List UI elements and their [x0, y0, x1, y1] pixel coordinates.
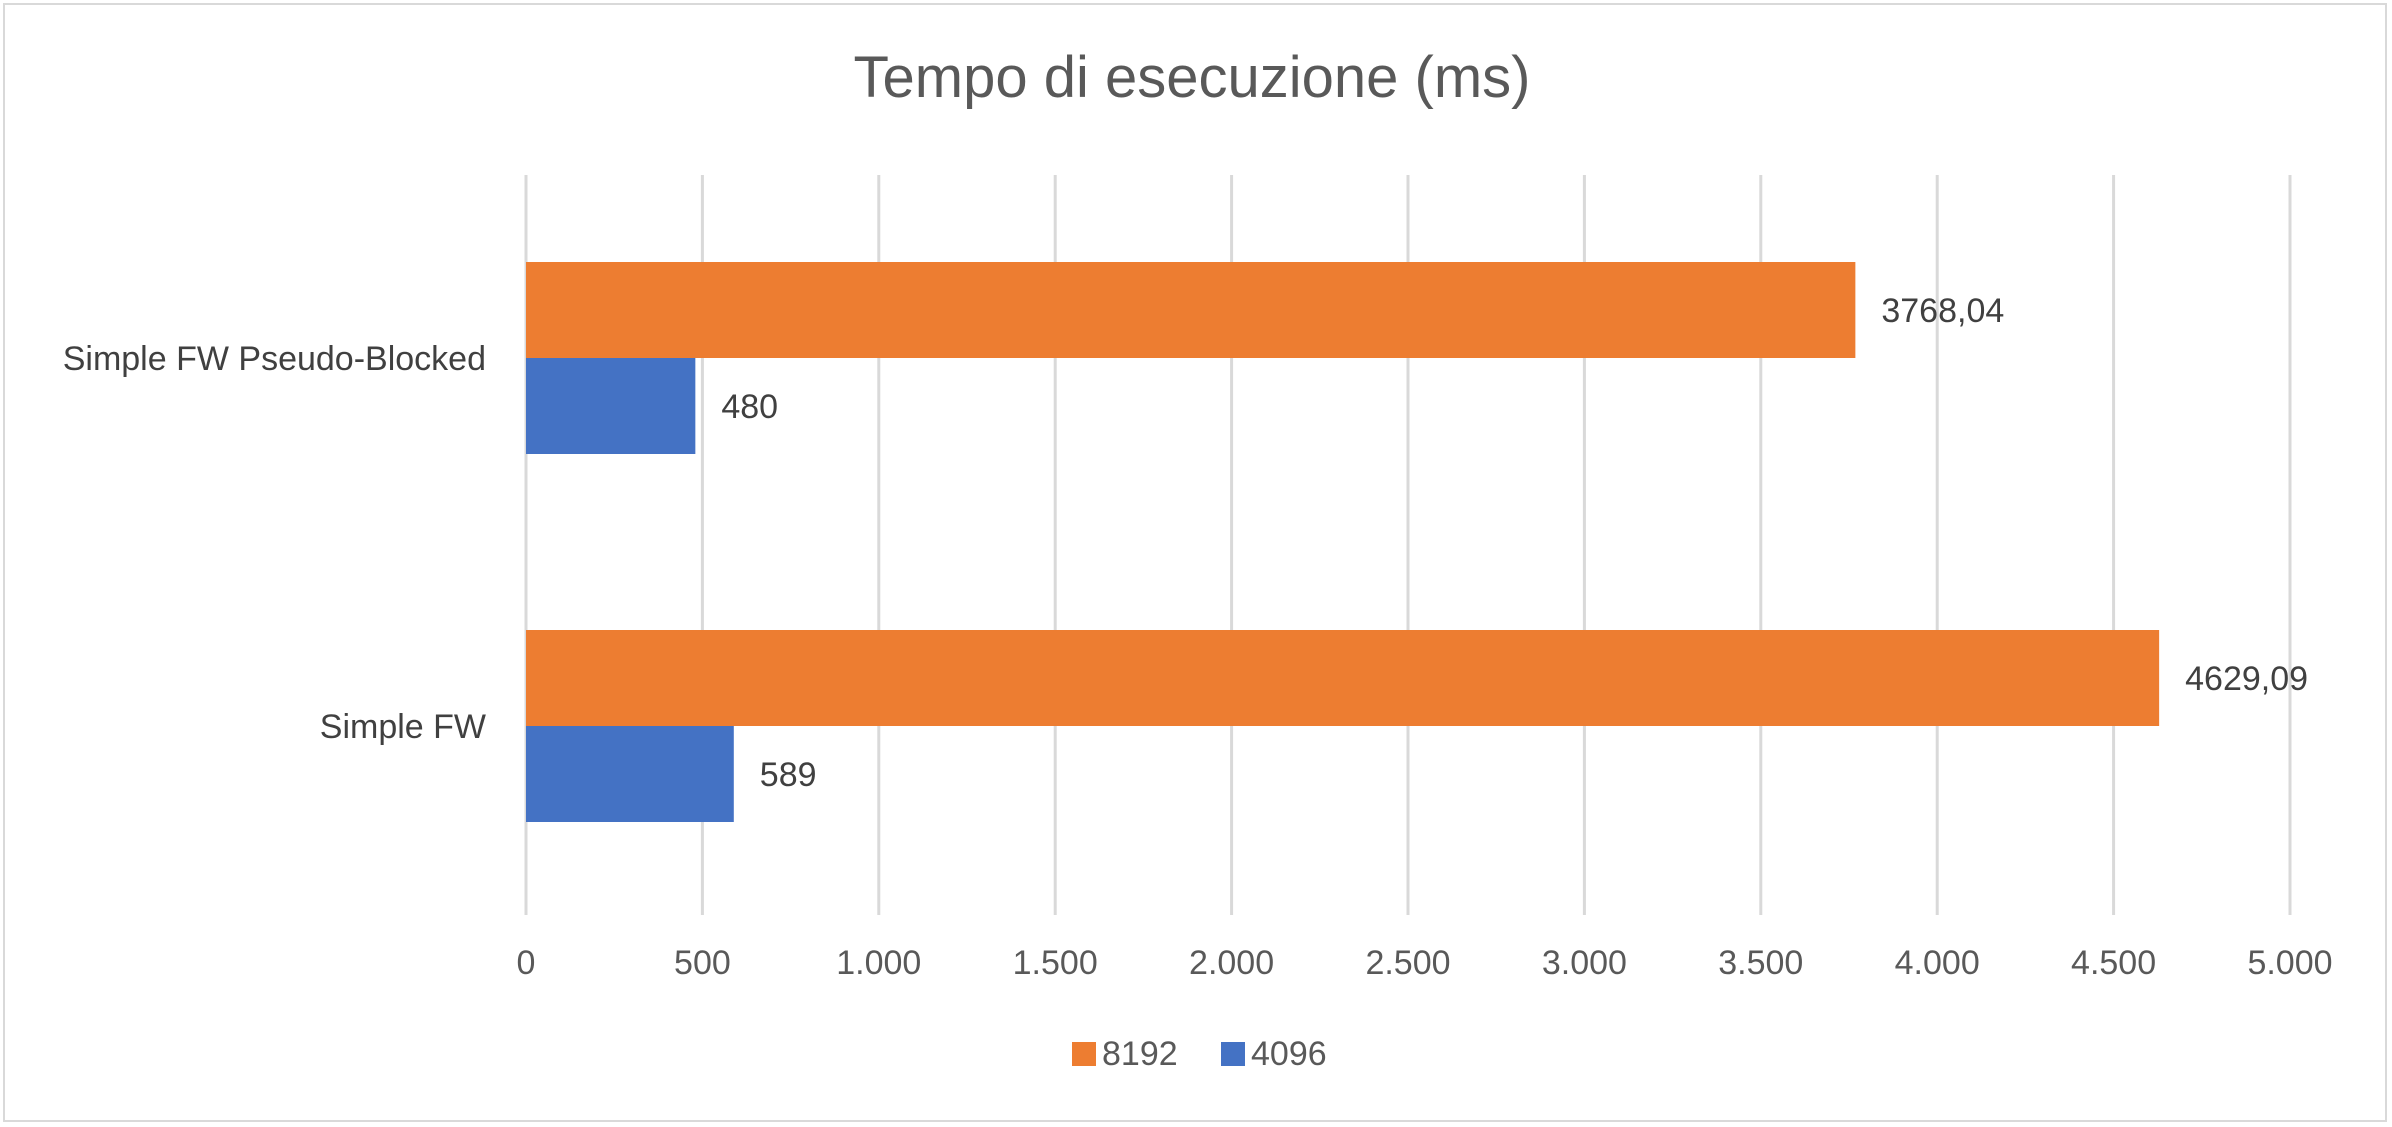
- bar-4096-0: [526, 358, 696, 454]
- x-tick-label: 500: [674, 944, 731, 982]
- legend-swatch-8192: [1072, 1042, 1096, 1066]
- x-tick-label: 3.000: [1542, 944, 1627, 982]
- bars: [526, 262, 2160, 822]
- x-tick-label: 2.000: [1189, 944, 1274, 982]
- x-tick-label: 2.500: [1365, 944, 1450, 982]
- legend-label: 8192: [1102, 1035, 1178, 1073]
- x-tick-label: 3.500: [1718, 944, 1803, 982]
- x-tick-label: 5.000: [2247, 944, 2332, 982]
- data-label: 589: [760, 756, 817, 794]
- chart-title: Tempo di esecuzione (ms): [854, 45, 1531, 110]
- x-tick-label: 4.500: [2071, 944, 2156, 982]
- x-tick-label: 1.000: [836, 944, 921, 982]
- legend-label: 4096: [1251, 1035, 1327, 1073]
- x-tick-label: 1.500: [1013, 944, 1098, 982]
- data-labels: 3768,04 480 4629,09 589: [721, 292, 2308, 794]
- x-axis-tick-labels: 0 500 1.000 1.500 2.000 2.500 3.000 3.500 4.000 4…: [517, 944, 2333, 982]
- bar-8192-0: [526, 262, 1856, 358]
- data-label: 480: [721, 388, 778, 426]
- legend-swatch-4096: [1221, 1042, 1245, 1066]
- chart-frame: [3, 3, 2387, 1122]
- category-labels: Simple FW Pseudo-Blocked Simple FW: [63, 340, 486, 746]
- category-label: Simple FW Pseudo-Blocked: [63, 340, 486, 378]
- x-tick-label: 4.000: [1895, 944, 1980, 982]
- category-label: Simple FW: [320, 708, 486, 746]
- data-label: 4629,09: [2185, 660, 2308, 698]
- data-label: 3768,04: [1881, 292, 2004, 330]
- x-tick-label: 0: [517, 944, 536, 982]
- legend: 8192 4096: [1072, 1035, 1327, 1073]
- bar-8192-1: [526, 630, 2160, 726]
- bar-4096-1: [526, 726, 734, 822]
